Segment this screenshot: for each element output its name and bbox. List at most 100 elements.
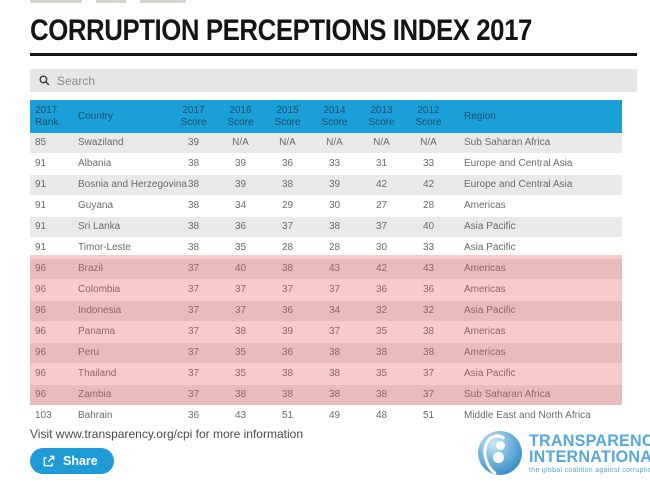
more-info-note: Visit www.transparency.org/cpi for more … <box>30 427 303 441</box>
cell-region: Asia Pacific <box>464 242 516 253</box>
cell-country: Timor-Leste <box>78 242 131 253</box>
cell-score-2013: 27 <box>375 200 388 211</box>
cell-score-2017: 37 <box>187 305 200 316</box>
cell-score-2015: 37 <box>281 284 294 295</box>
cell-score-2014: 30 <box>328 200 341 211</box>
logo-text: TRANSPARENCY INTERNATIONAL the global co… <box>529 430 650 474</box>
cell-score-2016: 34 <box>234 200 247 211</box>
cell-score-2012: 32 <box>422 305 435 316</box>
column-header-2016-score[interactable]: 2016 Score <box>227 104 254 128</box>
clipped-content-remnant <box>30 0 186 3</box>
cell-score-2013: 42 <box>375 179 388 190</box>
cell-rank: 91 <box>35 179 47 190</box>
cell-score-2012: 43 <box>422 263 435 274</box>
cell-score-2016: 36 <box>234 221 247 232</box>
cell-score-2015: 36 <box>281 347 294 358</box>
cell-rank: 85 <box>35 137 47 148</box>
cell-country: Zambia <box>78 389 112 400</box>
cell-score-2012: 38 <box>422 347 435 358</box>
cell-score-2017: 38 <box>187 221 200 232</box>
search-input[interactable] <box>57 73 629 88</box>
cell-score-2012: 37 <box>422 389 435 400</box>
cell-score-2015: 36 <box>281 158 294 169</box>
cell-region: Americas <box>464 200 506 211</box>
cell-country: Thailand <box>78 368 117 379</box>
table-row: 96 Colombia 37 37 37 37 36 36 Americas <box>30 280 622 300</box>
cell-region: Asia Pacific <box>464 368 516 379</box>
search-bar[interactable] <box>30 69 637 92</box>
cell-score-2016: 39 <box>234 179 247 190</box>
cell-country: Bosnia and Herzegovina <box>78 179 187 190</box>
cell-score-2014: 37 <box>328 326 341 337</box>
cell-score-2016: 37 <box>234 305 247 316</box>
cell-score-2014: 33 <box>328 158 341 169</box>
cell-rank: 96 <box>35 284 47 295</box>
cell-score-2016: 35 <box>234 242 247 253</box>
cell-score-2013: 42 <box>375 263 388 274</box>
cell-score-2015: 38 <box>281 389 294 400</box>
cell-score-2013: 32 <box>375 305 388 316</box>
cell-score-2015: 29 <box>281 200 294 211</box>
cell-score-2017: 37 <box>187 389 200 400</box>
cell-score-2014: 49 <box>328 410 341 419</box>
cell-country: Bahrain <box>78 410 113 419</box>
column-header-region[interactable]: Region <box>464 110 496 122</box>
cell-score-2012: 28 <box>422 200 435 211</box>
cell-score-2012: 40 <box>422 221 435 232</box>
cell-score-2017: 37 <box>187 284 200 295</box>
cell-score-2015: 28 <box>281 242 294 253</box>
cell-score-2013: 48 <box>375 410 388 419</box>
cell-score-2017: 36 <box>187 410 200 419</box>
cell-score-2017: 37 <box>187 326 200 337</box>
logo-tagline: the global coalition against corruption <box>529 466 650 474</box>
cell-score-2014: N/A <box>326 137 343 148</box>
cell-score-2012: 33 <box>422 242 435 253</box>
table-row: 96 Peru 37 35 36 38 38 38 Americas <box>30 343 622 363</box>
cell-rank: 91 <box>35 200 47 211</box>
cell-score-2014: 37 <box>328 284 341 295</box>
cell-rank: 91 <box>35 242 47 253</box>
cell-score-2012: 37 <box>422 368 435 379</box>
cell-score-2012: 42 <box>422 179 435 190</box>
share-button-label: Share <box>63 454 98 468</box>
cell-score-2015: 36 <box>281 305 294 316</box>
table-body: 85 Swaziland 39 N/A N/A N/A N/A N/A Sub Saharan … <box>30 133 622 419</box>
cell-score-2016: N/A <box>232 137 249 148</box>
cell-rank: 103 <box>35 410 52 419</box>
cell-country: Peru <box>78 347 100 358</box>
cell-score-2013: 38 <box>375 347 388 358</box>
cell-rank: 96 <box>35 326 47 337</box>
cell-score-2016: 35 <box>234 347 247 358</box>
table-row: 91 Sri Lanka 38 36 37 38 37 40 Asia Pacific <box>30 217 622 237</box>
cell-country: Swaziland <box>78 137 124 148</box>
column-header-2017-score[interactable]: 2017 Score <box>180 104 207 128</box>
share-button[interactable]: Share <box>30 448 114 474</box>
column-header-2015-score[interactable]: 2015 Score <box>274 104 301 128</box>
cell-score-2014: 38 <box>328 347 341 358</box>
cell-rank: 96 <box>35 389 47 400</box>
transparency-international-logo: TRANSPARENCY INTERNATIONAL the global co… <box>478 431 650 475</box>
cell-score-2014: 38 <box>328 221 341 232</box>
cell-score-2013: 36 <box>375 284 388 295</box>
column-header-2017-rank[interactable]: 2017 Rank <box>35 104 59 128</box>
cell-score-2014: 38 <box>328 389 341 400</box>
cell-rank: 96 <box>35 347 47 358</box>
table-row: 91 Bosnia and Herzegovina 38 39 38 39 42 42 Euro… <box>30 175 622 195</box>
column-header-country[interactable]: Country <box>78 110 114 122</box>
cell-score-2016: 35 <box>234 368 247 379</box>
column-header-2012-score[interactable]: 2012 Score <box>415 104 442 128</box>
cell-score-2017: 37 <box>187 347 200 358</box>
column-header-2013-score[interactable]: 2013 Score <box>368 104 395 128</box>
logo-line1: TRANSPARENCY <box>529 430 650 450</box>
cell-score-2015: 38 <box>281 179 294 190</box>
cell-region: Sub Saharan Africa <box>464 389 551 400</box>
table-row: 91 Timor-Leste 38 35 28 28 30 33 Asia Pacific <box>30 238 622 258</box>
table-header-row: 2017 Rank Country 2017 Score 2016 Score 2015 Sco… <box>30 100 622 133</box>
cell-score-2013: 35 <box>375 326 388 337</box>
cell-score-2017: 38 <box>187 242 200 253</box>
table-row: 96 Thailand 37 35 38 38 35 37 Asia Pacific <box>30 364 622 384</box>
cell-score-2013: 31 <box>375 158 388 169</box>
cell-score-2015: 37 <box>281 221 294 232</box>
cell-country: Brazil <box>78 263 104 274</box>
column-header-2014-score[interactable]: 2014 Score <box>321 104 348 128</box>
